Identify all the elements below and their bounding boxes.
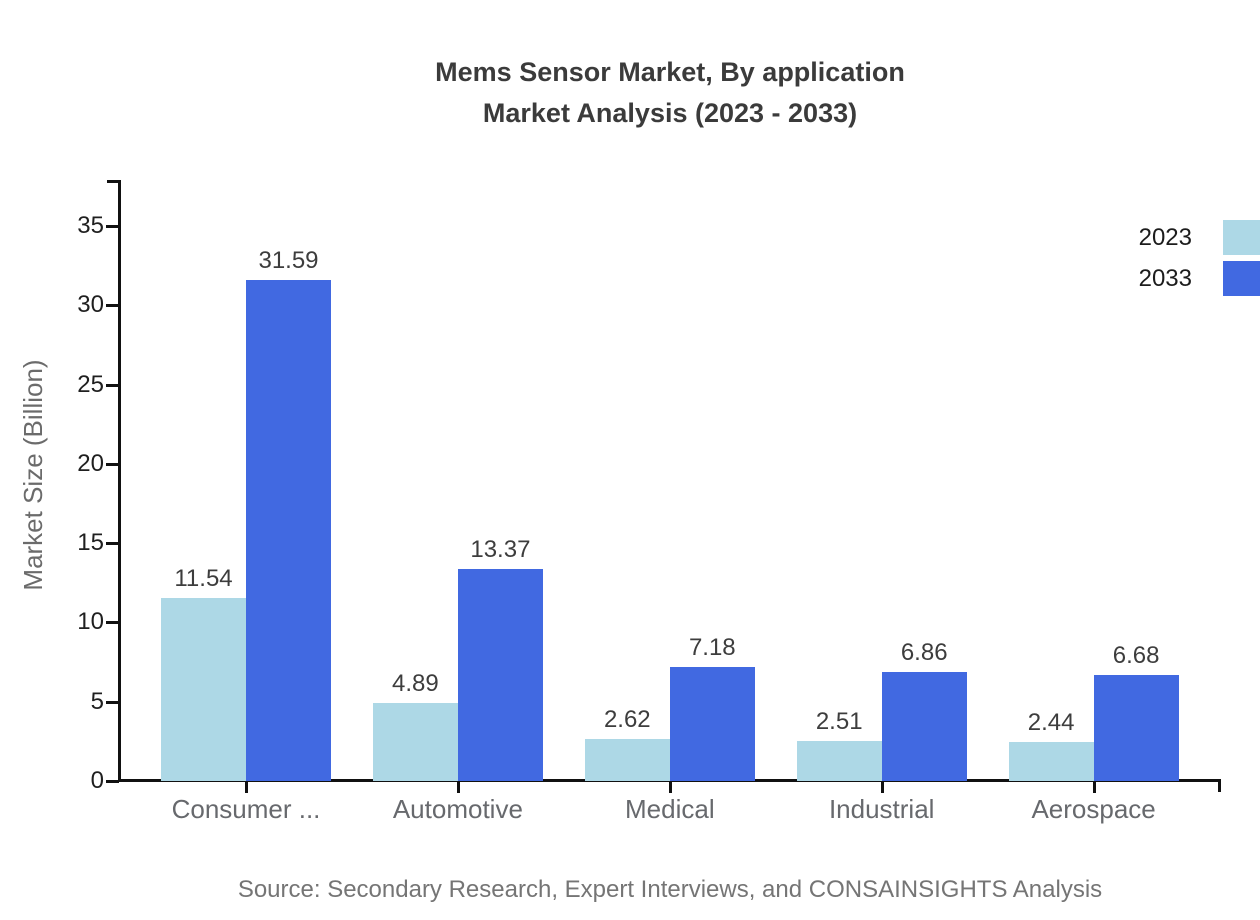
bar-2033 [669, 667, 755, 781]
legend-swatch [1223, 261, 1260, 296]
value-label-2023: 11.54 [174, 565, 233, 592]
legend-label: 2033 [1138, 264, 1192, 292]
x-tick-mark [668, 781, 672, 793]
category-label: Industrial [828, 794, 935, 824]
source-note: Source: Secondary Research, Expert Inter… [237, 876, 1103, 903]
bar-2023 [584, 739, 670, 781]
value-label-2033: 6.68 [1112, 642, 1160, 670]
y-tick-mark [106, 542, 119, 546]
x-axis-right-cap [1218, 779, 1221, 792]
x-tick-mark [245, 781, 248, 793]
category-label: Automotive [392, 794, 523, 824]
value-label-2033: 31.59 [258, 247, 319, 275]
y-tick-label: 25 [77, 370, 104, 398]
category-label: Consumer ... [171, 794, 321, 824]
y-tick-mark [106, 700, 119, 704]
value-label-2033: 7.18 [688, 634, 736, 662]
chart-title: Mems Sensor Market, By application Marke… [120, 52, 1220, 134]
bar-2023 [796, 741, 882, 781]
bar-2023 [1008, 742, 1094, 781]
x-tick-mark [880, 781, 884, 793]
y-tick-label: 5 [90, 687, 104, 715]
y-tick-mark [106, 462, 119, 466]
value-label-2033: 13.37 [470, 535, 531, 563]
x-tick-mark [456, 781, 460, 793]
bar-2023 [161, 598, 246, 781]
y-tick-label: 0 [90, 767, 104, 794]
y-tick-label: 20 [77, 449, 104, 477]
value-label-2023: 2.62 [603, 706, 651, 734]
category-label: Medical [625, 794, 715, 824]
bar-2023 [372, 703, 458, 781]
bar-2033 [457, 568, 543, 781]
y-tick-mark [106, 780, 119, 783]
category-label: Aerospace [1031, 794, 1156, 824]
y-tick-label: 30 [77, 291, 104, 319]
y-tick-label: 10 [77, 608, 104, 636]
bar-2033 [246, 280, 331, 781]
x-tick-mark [1092, 781, 1096, 793]
y-tick-mark [106, 383, 119, 387]
legend-item: 2023 [1139, 218, 1260, 257]
y-tick-mark [106, 225, 119, 228]
y-tick-mark [106, 304, 119, 308]
value-label-2023: 2.44 [1027, 709, 1075, 737]
y-tick-mark [106, 621, 119, 625]
legend-item: 2033 [1139, 259, 1260, 298]
value-label-2033: 6.86 [900, 639, 948, 667]
y-tick-label: 35 [77, 212, 104, 239]
y-axis-line [118, 180, 121, 782]
bar-2033 [1093, 675, 1179, 781]
chart-title-line-2: Market Analysis (2023 - 2033) [482, 98, 858, 128]
legend-swatch [1223, 220, 1260, 255]
chart-title-line-1: Mems Sensor Market, By application [435, 57, 905, 87]
value-label-2023: 2.51 [815, 708, 863, 736]
legend-label: 2023 [1138, 223, 1192, 251]
y-tick-label: 15 [77, 529, 104, 557]
legend: 2023 2033 [1139, 218, 1260, 298]
bar-2033 [881, 672, 967, 781]
y-axis-top-cap [107, 180, 119, 183]
value-label-2023: 4.89 [392, 670, 439, 698]
